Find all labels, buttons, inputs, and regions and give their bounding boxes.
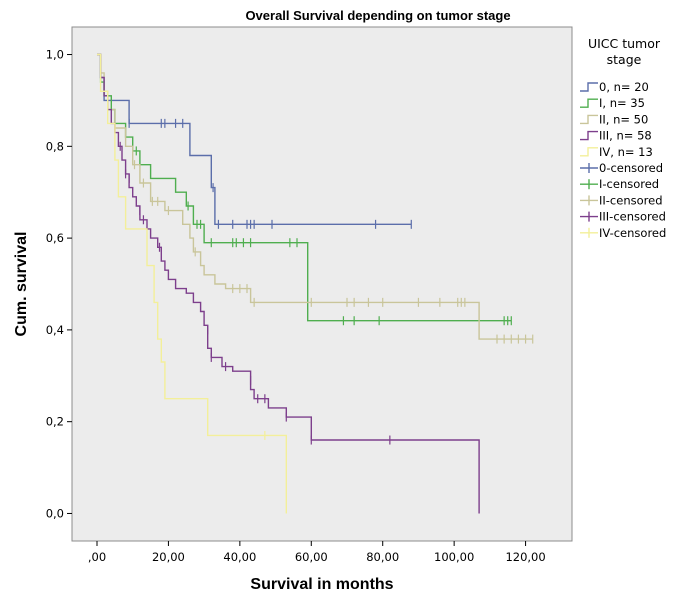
legend-entry: 0-censored [580, 161, 663, 175]
plot-area [71, 26, 573, 542]
legend-label: 0-censored [599, 161, 663, 175]
legend-line-swatch [580, 82, 598, 92]
legend-label: 0, n= 20 [599, 80, 649, 94]
legend-entry: I-censored [580, 177, 659, 191]
x-tick-label: 80,00 [366, 550, 399, 564]
legend-title: stage [607, 52, 642, 67]
legend-entry: II, n= 50 [580, 112, 648, 126]
legend-label: II, n= 50 [599, 112, 648, 126]
series-group [97, 53, 287, 514]
legend-entry: III, n= 58 [580, 129, 652, 143]
x-tick-label: ,00 [88, 550, 106, 564]
legend-label: II-censored [599, 193, 663, 207]
axis-layer: ,00 20,00 40,00 60,00 80,00 100,00 120,00 0,0 0,… [46, 48, 546, 564]
legend-label: IV, n= 13 [599, 145, 653, 159]
y-tick-label: 0,4 [46, 323, 64, 337]
x-tick-label: 120,00 [505, 550, 545, 564]
legend-entry: IV-censored [580, 226, 666, 240]
legend-entry: II-censored [580, 193, 663, 207]
y-tick-label: 0,0 [46, 506, 64, 520]
legend-line-swatch [580, 130, 598, 141]
chart-title: Overall Survival depending on tumor stag… [245, 8, 510, 23]
x-tick-label: 40,00 [223, 550, 256, 564]
y-axis-label: Cum. survival [13, 232, 30, 337]
y-tick-label: 0,6 [46, 231, 64, 245]
legend-label: III, n= 58 [599, 129, 652, 143]
x-axis-label: Survival in months [250, 576, 393, 593]
y-tick-label: 0,2 [46, 415, 64, 429]
legend-entry: 0, n= 20 [580, 80, 649, 94]
legend-line-swatch [580, 98, 598, 108]
legend-line-swatch [580, 147, 598, 157]
x-tick-label: 60,00 [295, 550, 328, 564]
plot-layer [97, 53, 534, 514]
x-tick-label: 20,00 [152, 550, 185, 564]
legend-line-swatch [580, 114, 598, 125]
x-tick-label: 100,00 [434, 550, 474, 564]
legend-label: I, n= 35 [599, 96, 645, 110]
legend-label: IV-censored [599, 226, 666, 240]
y-tick-label: 0,8 [46, 139, 64, 153]
series-line [97, 53, 480, 514]
legend-label: III-censored [599, 210, 666, 224]
legend-entry: III-censored [580, 210, 666, 224]
legend-entry: I, n= 35 [580, 96, 645, 110]
legend-title: UICC tumor [588, 36, 661, 51]
series-line [97, 53, 287, 514]
series-group [97, 53, 480, 514]
legend-label: I-censored [599, 177, 659, 191]
legend-entry: IV, n= 13 [580, 145, 653, 159]
y-tick-label: 1,0 [46, 48, 64, 62]
